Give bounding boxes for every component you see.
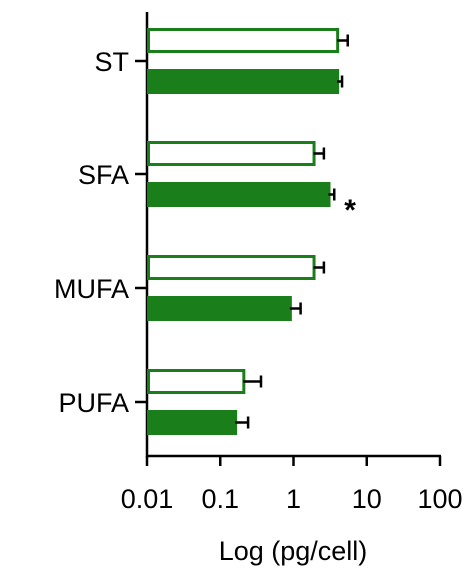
bar-filled — [147, 296, 292, 321]
x-tick-label: 100 — [417, 484, 462, 514]
chart-labels: 0.01 0.1 1 10 100 ST SFA MUFA PUFA * — [54, 47, 463, 514]
y-tick-label: SFA — [78, 160, 129, 190]
x-tick-label: 10 — [352, 484, 382, 514]
bar-open — [147, 255, 316, 280]
bar-open — [147, 28, 340, 53]
x-tick-label: 0.01 — [121, 484, 174, 514]
x-tick-label: 1 — [286, 484, 301, 514]
bar-filled — [147, 182, 331, 207]
significance-annotation: * — [344, 194, 356, 227]
bar-open — [147, 141, 316, 166]
bar-open — [147, 369, 246, 394]
bar-filled — [147, 69, 340, 94]
chart-bars — [147, 28, 349, 435]
bar-filled — [147, 410, 238, 435]
y-tick-label: PUFA — [58, 388, 129, 418]
y-tick-label: ST — [94, 47, 129, 77]
x-axis-title: Log (pg/cell) — [219, 536, 368, 566]
y-tick-label: MUFA — [54, 274, 129, 304]
x-tick-label: 0.1 — [201, 484, 239, 514]
